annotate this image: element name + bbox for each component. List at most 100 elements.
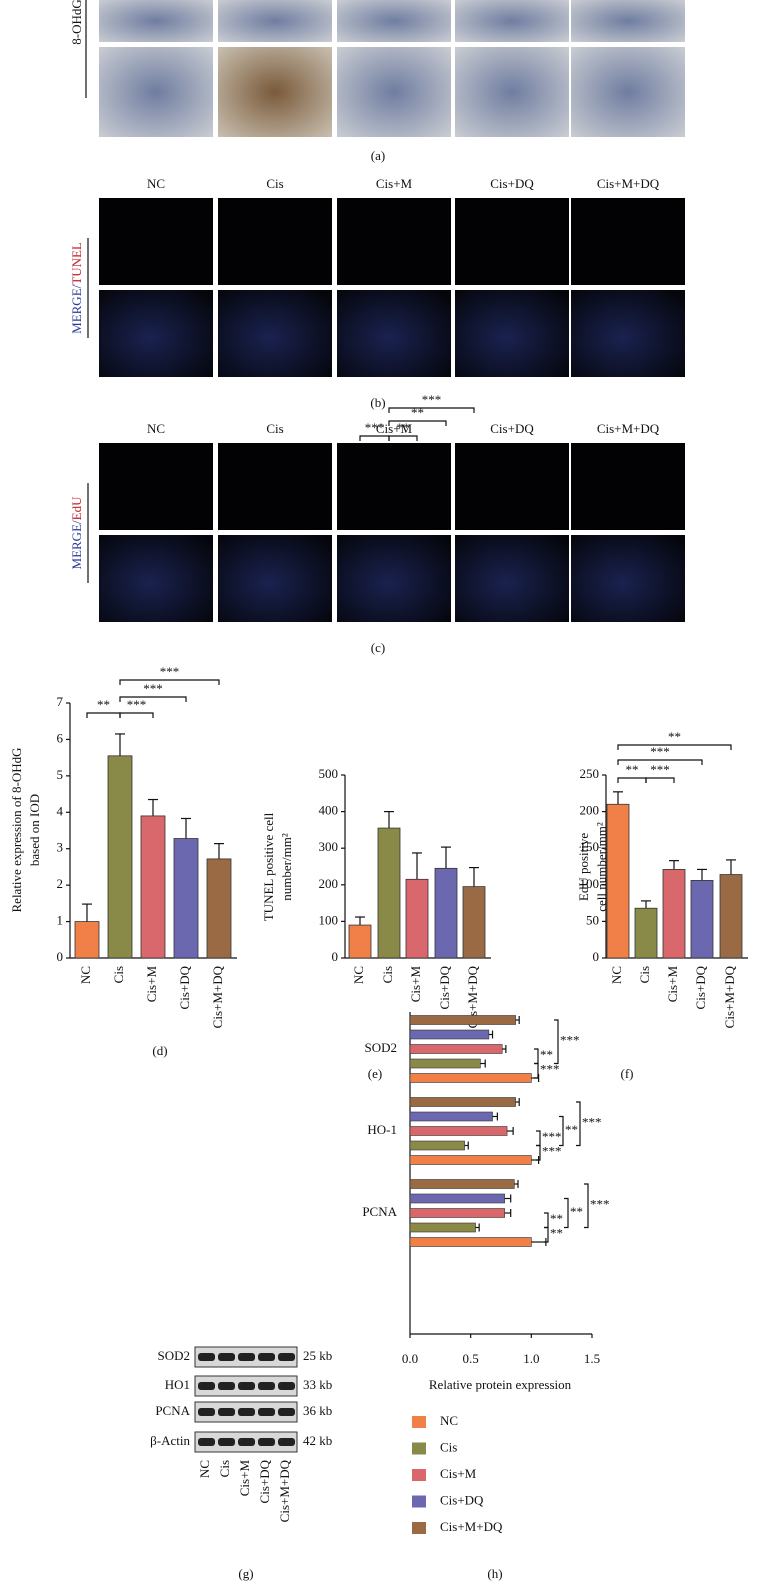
- lane-label: Cis+DQ: [257, 1459, 272, 1503]
- bar: [409, 1126, 508, 1136]
- y-tick-label: HO-1: [367, 1122, 397, 1137]
- column-header: Cis+DQ: [490, 421, 534, 436]
- x-tick-label: NC: [609, 966, 624, 984]
- micrograph: [455, 198, 569, 285]
- panel-caption: (f): [621, 1066, 634, 1081]
- column-header: Cis+M: [376, 176, 413, 191]
- lane-label: NC: [197, 1460, 212, 1478]
- size-label: 42 kb: [303, 1433, 332, 1448]
- significance-label: ***: [650, 744, 670, 759]
- micrograph: [218, 198, 332, 285]
- significance-bracket: [534, 1062, 539, 1079]
- micrograph: [99, 443, 213, 530]
- legend-swatch: [412, 1495, 426, 1508]
- x-tick-label: NC: [351, 966, 366, 984]
- micrograph: [571, 0, 685, 42]
- significance-label: **: [97, 697, 110, 712]
- y-tick-label: 250: [580, 766, 600, 781]
- y-tick-label: 0: [593, 949, 600, 964]
- bar: [434, 867, 458, 959]
- y-tick-label: 400: [319, 803, 339, 818]
- size-label: 33 kb: [303, 1377, 332, 1392]
- significance-bracket: [617, 744, 732, 750]
- blot-band: [258, 1353, 275, 1361]
- significance-label: **: [550, 1226, 563, 1241]
- significance-bracket: [645, 777, 675, 783]
- x-axis-label: Relative protein expression: [429, 1377, 572, 1392]
- bar: [74, 921, 100, 959]
- panel-caption: (b): [370, 395, 385, 410]
- x-tick-label: Cis+DQ: [437, 965, 452, 1009]
- column-header: Cis+M: [376, 421, 413, 436]
- column-header: Cis+M+DQ: [597, 421, 660, 436]
- protein-label: HO1: [165, 1377, 190, 1392]
- bar: [377, 827, 401, 959]
- blot-band: [198, 1408, 215, 1416]
- significance-bracket: [119, 679, 220, 685]
- micrograph: [99, 47, 213, 137]
- blot-band: [278, 1353, 295, 1361]
- bar: [409, 1140, 465, 1151]
- y-tick-label: 150: [580, 839, 600, 854]
- panel-caption: (g): [238, 1566, 253, 1581]
- x-tick-label: 1.0: [523, 1351, 539, 1366]
- y-tick-label: 5: [57, 767, 64, 782]
- micrograph: [571, 290, 685, 377]
- y-axis-label: based on IOD: [27, 794, 42, 866]
- x-tick-label: Cis: [637, 966, 652, 983]
- y-axis-label: number/mm²: [279, 833, 294, 901]
- column-header: NC: [147, 421, 165, 436]
- legend-swatch: [412, 1469, 426, 1481]
- micrograph: [571, 47, 685, 137]
- blot-band: [238, 1408, 255, 1416]
- micrograph: [455, 443, 569, 530]
- significance-label: ***: [160, 664, 180, 679]
- blot-band: [258, 1382, 275, 1390]
- significance-bracket: [536, 1130, 541, 1147]
- blot-band: [198, 1353, 215, 1361]
- bar: [107, 755, 133, 959]
- panel-caption: (e): [368, 1066, 382, 1081]
- row-label-part: MERGE/: [69, 284, 84, 334]
- y-tick-label: 100: [580, 876, 600, 891]
- micrograph: [455, 535, 569, 622]
- micrograph: [337, 535, 451, 622]
- legend-swatch: [412, 1442, 426, 1455]
- blot-band: [238, 1438, 255, 1446]
- y-tick-label: 0: [332, 949, 339, 964]
- column-header: Cis+DQ: [490, 176, 534, 191]
- blot-band: [238, 1353, 255, 1361]
- column-header: NC: [147, 176, 165, 191]
- blot-band: [218, 1438, 235, 1446]
- y-tick-label: PCNA: [362, 1204, 397, 1219]
- x-tick-label: 0.5: [463, 1351, 479, 1366]
- bar: [462, 886, 486, 959]
- y-axis-label: TUNEL positive cell: [261, 812, 276, 921]
- significance-bracket: [388, 420, 447, 426]
- micrograph: [99, 0, 213, 42]
- significance-bracket: [544, 1212, 549, 1229]
- row-label: 8-OHdG: [69, 0, 84, 45]
- significance-label: ***: [590, 1197, 610, 1212]
- micrograph: [99, 535, 213, 622]
- column-header: Cis: [266, 421, 283, 436]
- blot-band: [198, 1438, 215, 1446]
- bar: [409, 1237, 532, 1247]
- significance-label: **: [570, 1204, 583, 1219]
- significance-bracket: [554, 1019, 559, 1065]
- x-tick-label: NC: [78, 966, 93, 984]
- significance-label: **: [626, 762, 639, 777]
- significance-bracket: [617, 777, 647, 783]
- significance-label: ***: [542, 1129, 562, 1144]
- y-tick-label: 3: [57, 840, 64, 855]
- lane-label: Cis: [217, 1460, 232, 1477]
- significance-bracket: [359, 435, 390, 441]
- row-label-part: EdU: [69, 496, 84, 520]
- significance-label: ***: [540, 1062, 560, 1077]
- blot-band: [278, 1382, 295, 1390]
- micrograph: [337, 198, 451, 285]
- x-tick-label: Cis: [111, 966, 126, 983]
- blot-band: [218, 1353, 235, 1361]
- blot-band: [258, 1438, 275, 1446]
